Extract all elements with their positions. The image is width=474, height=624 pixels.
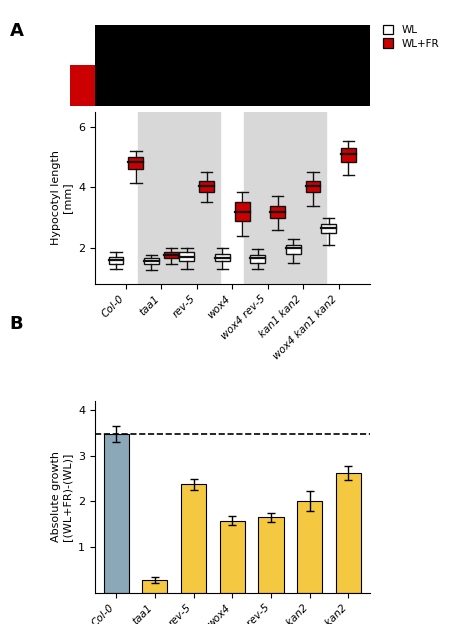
Bar: [164, 252, 179, 258]
Bar: [138, 112, 185, 284]
Bar: [321, 223, 336, 233]
Bar: [103, 434, 128, 593]
Bar: [109, 256, 124, 265]
Bar: [142, 580, 167, 593]
Legend: WL, WL+FR: WL, WL+FR: [381, 23, 441, 51]
Bar: [219, 520, 245, 593]
Bar: [341, 149, 356, 162]
Bar: [336, 473, 361, 593]
Bar: [235, 203, 250, 220]
Bar: [250, 255, 265, 263]
Bar: [180, 252, 194, 261]
Bar: [258, 517, 283, 593]
Bar: [128, 157, 143, 169]
Bar: [70, 25, 95, 66]
Text: B: B: [9, 315, 23, 333]
Bar: [297, 500, 322, 593]
Bar: [215, 254, 230, 261]
Text: A: A: [9, 22, 23, 40]
Bar: [244, 112, 291, 284]
Bar: [306, 182, 320, 192]
Y-axis label: Absolute growth
[(WL+FR)-(WL)]: Absolute growth [(WL+FR)-(WL)]: [51, 451, 73, 542]
Bar: [70, 66, 95, 106]
Y-axis label: Hypocotyl length
[mm]: Hypocotyl length [mm]: [51, 150, 73, 245]
Bar: [270, 205, 285, 218]
Bar: [144, 258, 159, 265]
Bar: [199, 182, 214, 192]
Bar: [173, 112, 220, 284]
Bar: [286, 245, 301, 254]
Bar: [280, 112, 327, 284]
Bar: [181, 484, 206, 593]
